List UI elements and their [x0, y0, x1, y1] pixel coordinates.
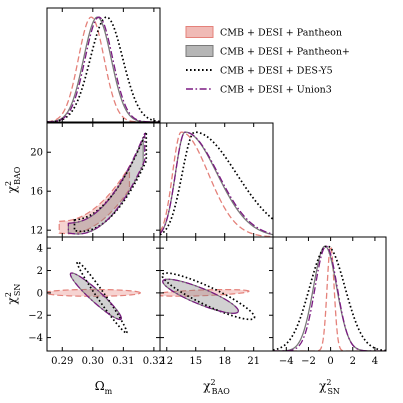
marginal-curve-0-series-0 [47, 16, 160, 122]
legend-label-0: CMB + DESI + Pantheon [220, 28, 342, 39]
omega-m-marginal-panel-curves [47, 16, 160, 122]
x-tick-label: 15 [189, 356, 202, 367]
sn-vs-bao-panel-contour-series-3 [162, 278, 240, 314]
y-tick-label: 4 [37, 244, 43, 255]
y-axis-title-chi2-bao: χ2BAO [4, 166, 22, 193]
sn-vs-omega-panel-contour-series-3 [69, 272, 122, 321]
y-tick-label: 16 [30, 187, 43, 198]
marginal-curve-1-series-0 [160, 131, 273, 237]
marginal-curve-0-series-1 [47, 16, 160, 122]
y-axis-title-chi2-sn: χ2SN [4, 284, 22, 305]
legend-swatch-1 [185, 45, 214, 57]
sn-vs-omega-panel-contours [47, 260, 142, 334]
chi2-bao-marginal-panel-curves [160, 131, 273, 237]
chi2-bao-marginal-panel [159, 122, 274, 238]
x-axis-title-omega-m: Ωm [95, 379, 113, 396]
x-tick-label: 0 [327, 356, 333, 367]
legend-label-3: CMB + DESI + Union3 [220, 85, 332, 96]
x-tick-label: 2 [350, 356, 356, 367]
y-tick-label: −2 [28, 311, 43, 322]
marginal-curve-0-series-2 [47, 16, 160, 122]
x-tick-label: −2 [301, 356, 316, 367]
x-tick-label: 0.31 [112, 356, 134, 367]
marginal-curve-2-series-0 [273, 245, 386, 351]
sn-vs-bao-panel-contours [160, 272, 256, 321]
marginal-curve-0-series-3 [47, 16, 160, 122]
y-tick-label: 2 [37, 266, 43, 277]
legend-label-2: CMB + DESI + DES-Y5 [220, 66, 333, 77]
legend: CMB + DESI + Pantheon CMB + DESI + Panthe… [185, 26, 350, 96]
y-tick-label: −4 [28, 333, 43, 344]
sn-vs-bao-panel [159, 236, 274, 352]
marginal-curve-1-series-3 [160, 131, 273, 235]
x-tick-label: 0.29 [51, 356, 73, 367]
bao-vs-omega-contours [58, 131, 148, 235]
y-tick-label: 12 [30, 226, 43, 237]
sn-vs-bao-panel-contour-series-2 [161, 272, 256, 321]
x-tick-label: 18 [218, 356, 231, 367]
x-tick-label: 0.30 [82, 356, 104, 367]
legend-swatch-0 [185, 26, 214, 38]
sn-vs-omega-panel-contour-series-0 [47, 288, 142, 297]
panels-layer: −4 −2 0 2 4 12 16 20 0.29 0.30 0.31 0.32 −4 −2 0 2 4 12 15… [4, 7, 387, 396]
marginal-curve-2-series-3 [273, 245, 386, 351]
x-tick-label: 12 [160, 356, 173, 367]
x-tick-label: 0.32 [143, 356, 165, 367]
sn-vs-bao-panel-contour-series-0 [160, 288, 250, 297]
chi2-sn-marginal-panel-curves [273, 245, 386, 351]
sn-vs-omega-panel-contour-series-2 [76, 260, 128, 334]
x-tick-label: 21 [247, 356, 260, 367]
contour-bao-omega-series-0 [58, 164, 131, 235]
marginal-curve-1-series-2 [160, 131, 273, 236]
x-tick-label: −4 [279, 356, 294, 367]
marginal-curve-2-series-1 [273, 245, 386, 351]
x-axis-title-chi2-bao: χ2 BAO [203, 378, 230, 396]
y-tick-label: 0 [37, 288, 43, 299]
x-axis-title-chi2-sn: χ2 SN [319, 378, 340, 396]
marginal-curve-2-series-2 [273, 245, 386, 351]
legend-label-1: CMB + DESI + Pantheon+ [220, 47, 350, 58]
y-tick-label: 20 [30, 148, 43, 159]
omega-m-marginal-panel [46, 7, 161, 123]
x-tick-label: 4 [372, 356, 378, 367]
contour-bao-omega-series-3 [67, 132, 146, 235]
